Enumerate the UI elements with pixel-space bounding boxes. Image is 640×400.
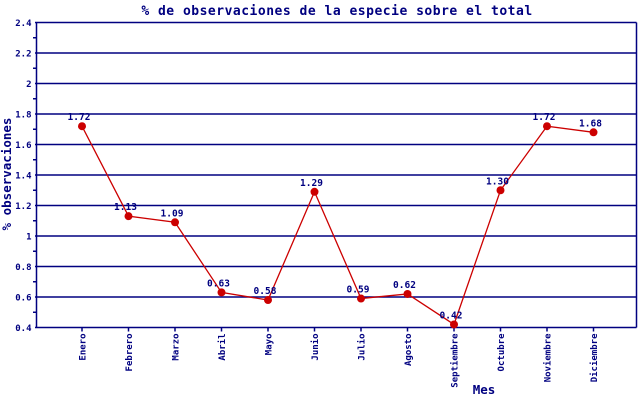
data-line: [81, 125, 594, 326]
x-tick-label: Septiembre: [450, 333, 461, 388]
y-tick-label: 1.6: [15, 141, 31, 151]
point-value-label: 1.72: [68, 112, 91, 123]
data-point: [171, 218, 179, 227]
x-tick-label: Julio: [357, 334, 368, 361]
x-tick-label: Mayo: [265, 334, 275, 356]
point-value-label: 1.29: [300, 178, 323, 189]
point-value-label: 1.30: [486, 176, 509, 187]
data-point: [78, 122, 86, 131]
x-tick-label: Diciembre: [589, 333, 600, 382]
chart-title: % de observaciones de la especie sobre e…: [141, 4, 532, 19]
y-axis-title: % observaciones: [0, 118, 14, 231]
y-tick-label: 1.2: [15, 202, 31, 212]
data-point: [264, 296, 272, 305]
data-point: [403, 289, 412, 298]
x-axis-title: Mes: [473, 382, 496, 397]
data-point: [450, 320, 458, 329]
plot-area: 2.4 2.2 2 1.8 1.6 1.4 1.2 1 0.8 0.6 0.4 Enero Febrer…: [15, 19, 638, 388]
y-tick-label: 2: [26, 80, 31, 90]
data-point: [357, 294, 365, 303]
point-value-label: 0.62: [393, 280, 416, 291]
y-tick-label: 2.4: [15, 19, 32, 29]
y-tick-label: 2.2: [15, 50, 31, 60]
x-tick-label: Junio: [310, 334, 321, 361]
x-tick-label: Octubre: [497, 333, 507, 372]
data-point: [543, 122, 551, 131]
x-tick-label: Agosto: [404, 334, 414, 367]
x-tick-label: Marzo: [172, 334, 182, 361]
y-tick-label: 0.6: [15, 294, 31, 304]
y-tick-label: 1.4: [15, 172, 32, 182]
data-point: [217, 288, 226, 297]
y-tick-label: 0.4: [15, 324, 32, 334]
data-point: [124, 212, 133, 221]
data-point: [496, 186, 505, 195]
x-tick-label: Enero: [79, 334, 89, 361]
y-tick-label: 1.8: [15, 111, 31, 121]
x-tick-label: Febrero: [125, 334, 135, 372]
point-value-label: 0.63: [207, 278, 230, 289]
point-value-label: 0.42: [440, 310, 463, 321]
point-value-label: 0.59: [347, 285, 370, 296]
point-value-label: 1.68: [579, 118, 602, 129]
point-value-label: 1.72: [533, 112, 556, 123]
point-value-label: 1.13: [114, 202, 137, 213]
data-point: [589, 128, 598, 137]
point-value-label: 0.58: [254, 286, 277, 297]
y-tick-label: 1: [26, 233, 31, 243]
y-tick-label: 0.8: [15, 263, 31, 273]
data-point: [310, 187, 319, 196]
point-value-label: 1.09: [161, 208, 184, 219]
x-tick-label: Abril: [217, 334, 228, 361]
x-tick-label: Noviembre: [543, 333, 554, 382]
